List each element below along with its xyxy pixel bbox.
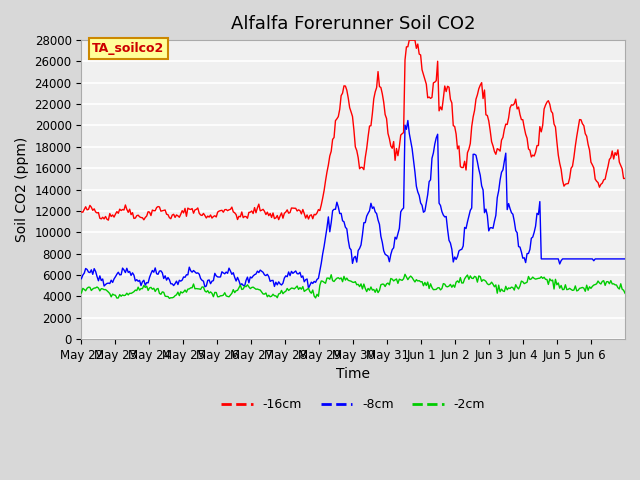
Title: Alfalfa Forerunner Soil CO2: Alfalfa Forerunner Soil CO2	[231, 15, 476, 33]
X-axis label: Time: Time	[336, 367, 370, 381]
Legend: -16cm, -8cm, -2cm: -16cm, -8cm, -2cm	[216, 394, 490, 416]
Text: TA_soilco2: TA_soilco2	[92, 42, 164, 55]
Y-axis label: Soil CO2 (ppm): Soil CO2 (ppm)	[15, 137, 29, 242]
